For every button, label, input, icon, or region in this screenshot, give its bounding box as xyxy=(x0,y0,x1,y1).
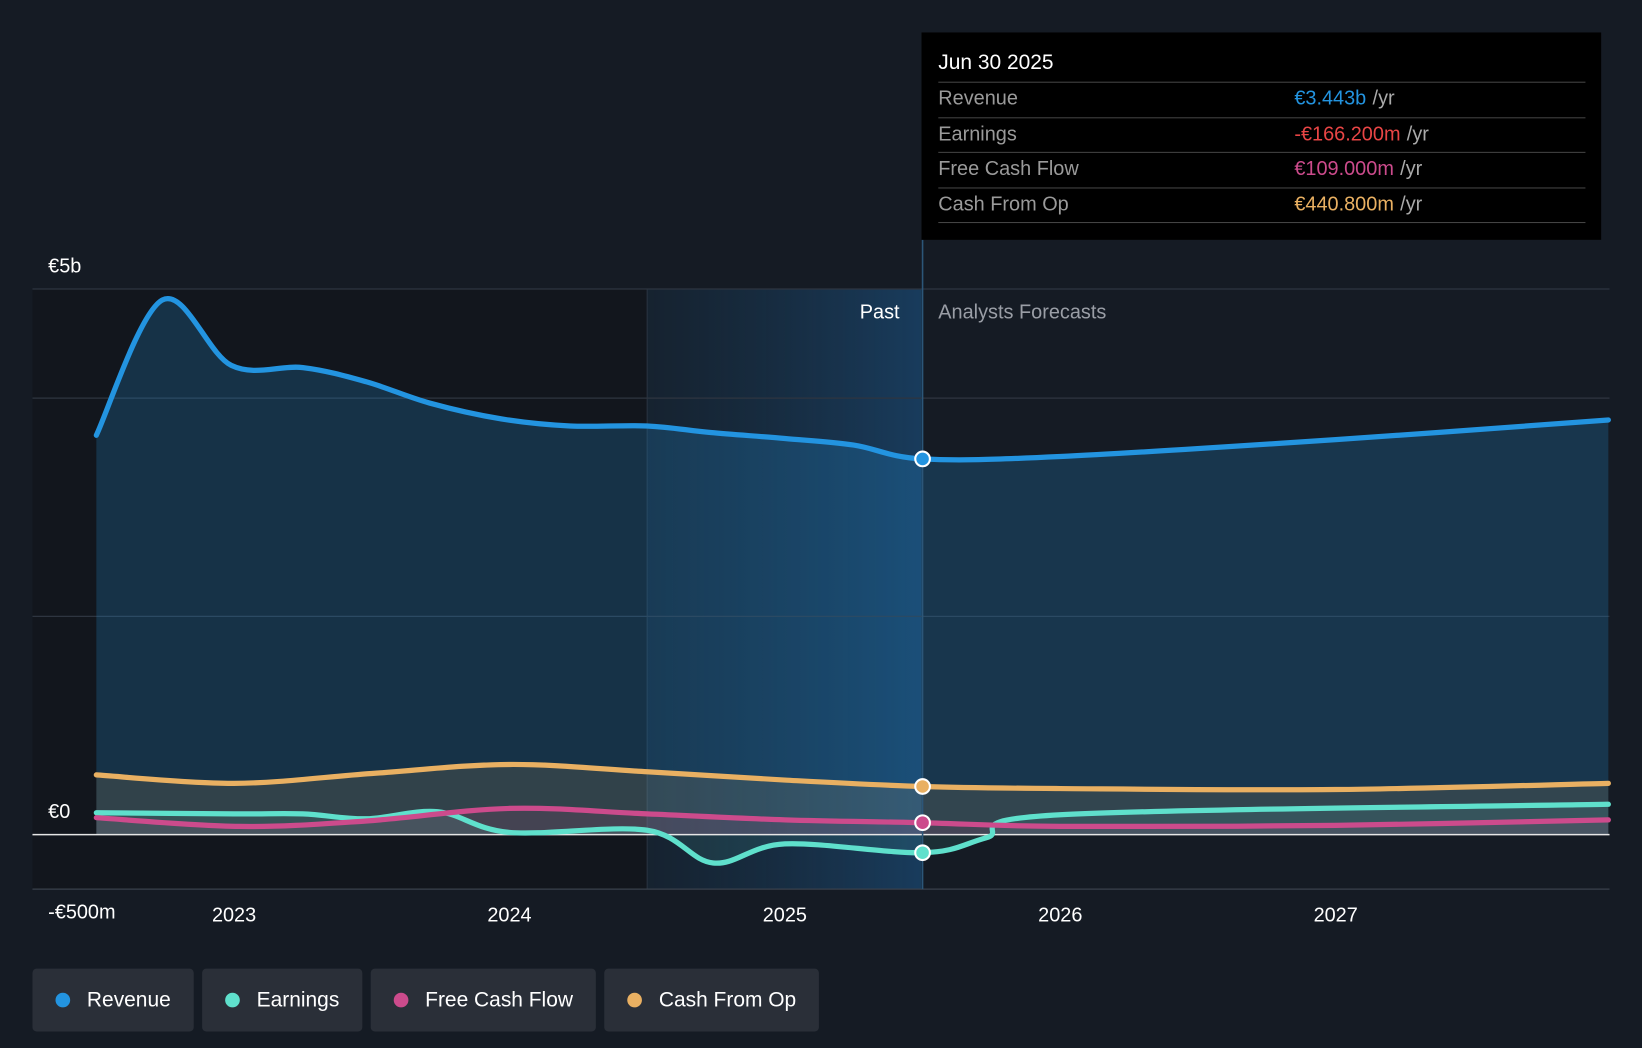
legend-label: Free Cash Flow xyxy=(425,988,573,1012)
tooltip-value: €440.800m/yr xyxy=(1294,193,1423,216)
y-tick-label: -€500m xyxy=(48,901,115,923)
line-earnings xyxy=(93,801,1611,866)
tooltip-date: Jun 30 2025 xyxy=(938,51,1054,75)
legend-label: Cash From Op xyxy=(658,988,797,1012)
tooltip-label: Revenue xyxy=(938,87,1018,110)
past-label: Past xyxy=(859,301,900,324)
tooltip-label: Cash From Op xyxy=(938,193,1069,216)
area-earnings xyxy=(96,804,1609,864)
tooltip-value: -€166.200m/yr xyxy=(1294,123,1429,146)
y-tick-label: €5b xyxy=(48,255,81,277)
line-free-cash-flow xyxy=(93,805,1611,830)
legend-dot-icon xyxy=(627,992,643,1008)
marker-cash-from-op xyxy=(914,778,931,795)
legend-label: Earnings xyxy=(256,988,340,1012)
tooltip-row: Earnings -€166.200m/yr xyxy=(938,116,1586,153)
x-tick-label: 2026 xyxy=(1038,905,1082,927)
legend-label: Revenue xyxy=(86,988,171,1012)
tooltip-row: Free Cash Flow €109.000m/yr xyxy=(938,151,1586,188)
legend-dot-icon xyxy=(55,992,71,1008)
legend-item-earnings[interactable]: Earnings xyxy=(202,968,363,1032)
past-shade xyxy=(32,289,648,890)
marker-earnings xyxy=(914,844,931,862)
past-highlight xyxy=(647,289,922,890)
tooltip-value: €109.000m/yr xyxy=(1294,158,1423,181)
tooltip-row: Cash From Op €440.800m/yr xyxy=(938,186,1586,223)
legend-item-free-cash-flow[interactable]: Free Cash Flow xyxy=(370,968,597,1032)
tooltip-value: €3.443b/yr xyxy=(1294,87,1395,110)
legend-item-revenue[interactable]: Revenue xyxy=(32,968,194,1032)
legend-dot-icon xyxy=(225,992,240,1008)
x-tick-label: 2023 xyxy=(212,905,256,927)
area-revenue xyxy=(96,298,1609,835)
line-revenue xyxy=(93,296,1611,463)
marker-free-cash-flow xyxy=(914,814,931,832)
tooltip: Jun 30 2025 Revenue €3.443b/yr Earnings -€1… xyxy=(921,32,1602,240)
legend-dot-icon xyxy=(393,992,409,1008)
tooltip-label: Free Cash Flow xyxy=(938,158,1079,181)
legend: Revenue Earnings Free Cash Flow Cash From O… xyxy=(32,968,820,1032)
x-tick-label: 2024 xyxy=(487,905,531,927)
area-cash-from-op xyxy=(96,764,1609,835)
marker-revenue xyxy=(914,450,931,468)
tooltip-label: Earnings xyxy=(938,123,1017,146)
forecast-label: Analysts Forecasts xyxy=(938,301,1107,324)
line-cash-from-op xyxy=(93,761,1611,793)
x-tick-label: 2027 xyxy=(1314,905,1358,927)
x-tick-label: 2025 xyxy=(763,905,807,927)
tooltip-row: Revenue €3.443b/yr xyxy=(938,81,1586,118)
y-tick-label: €0 xyxy=(48,801,70,823)
legend-item-cash-from-op[interactable]: Cash From Op xyxy=(604,968,820,1032)
